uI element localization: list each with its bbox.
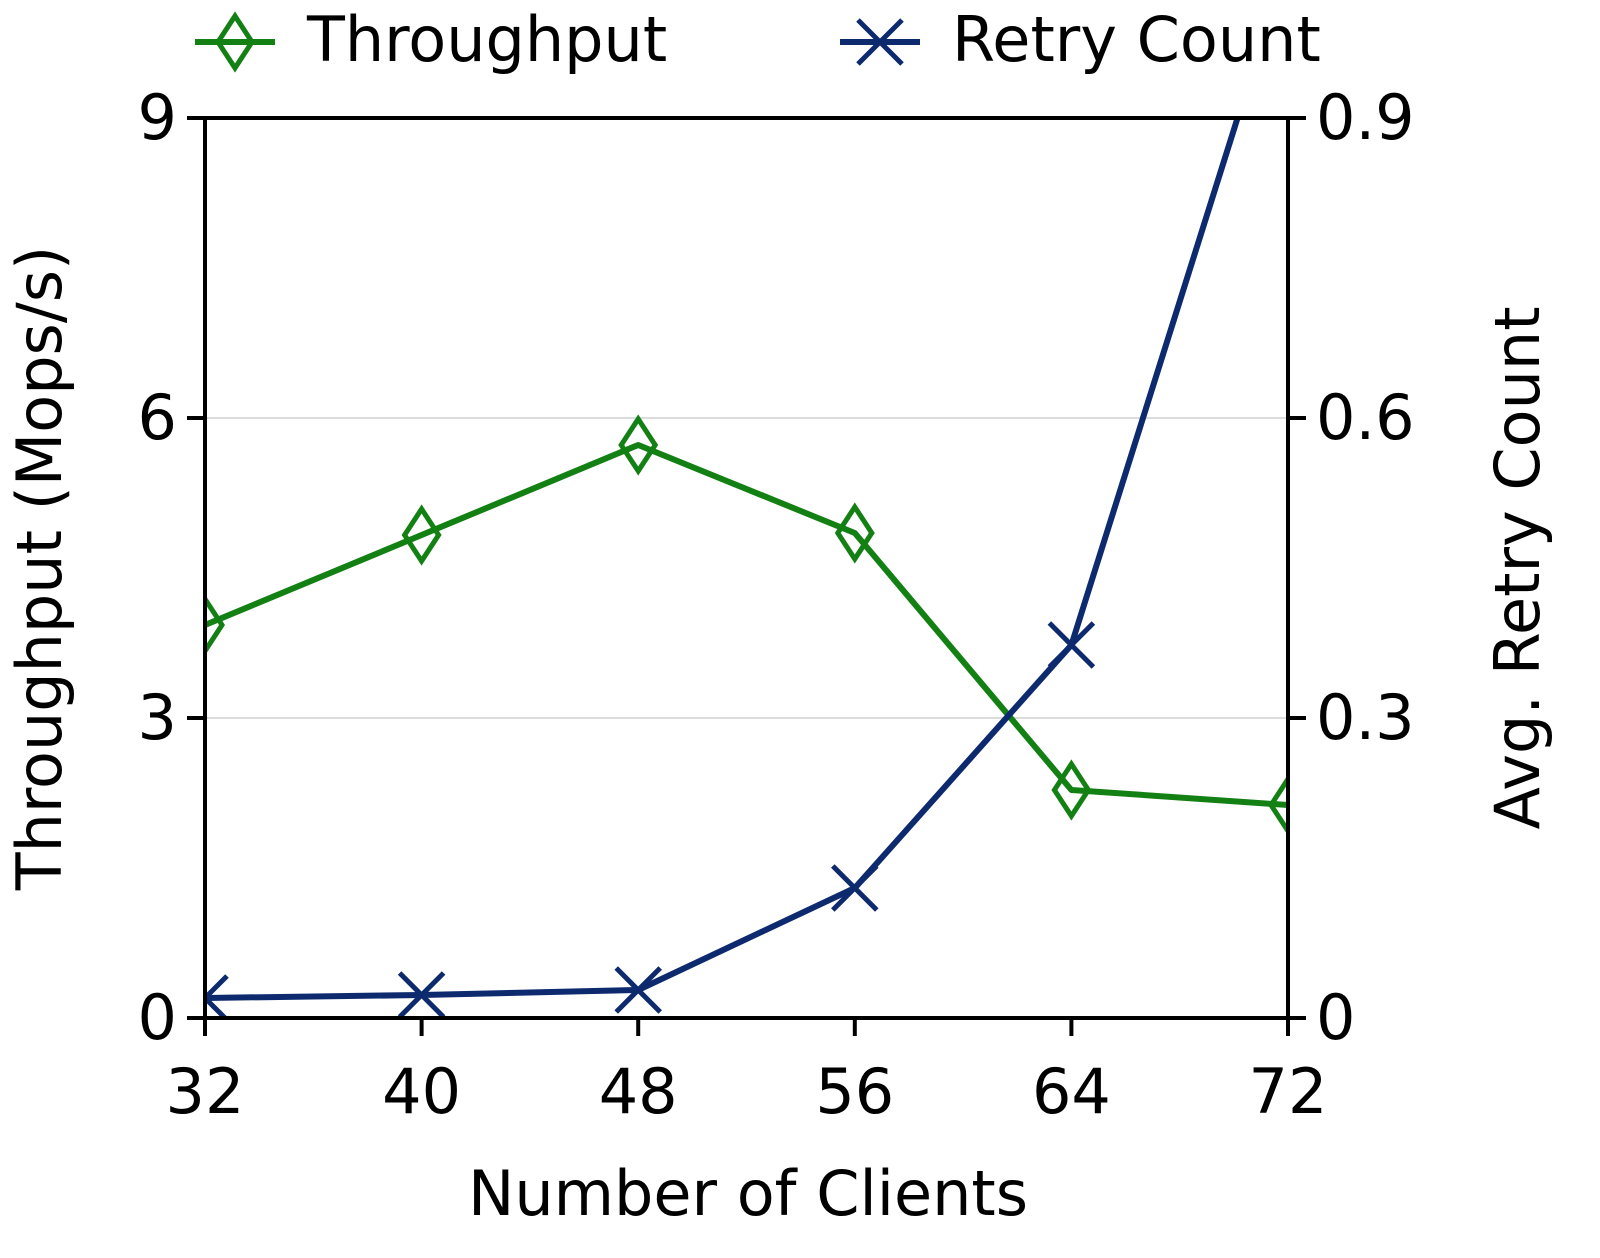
x-tick-label: 64: [1032, 1055, 1111, 1128]
marker: [618, 414, 659, 476]
marker: [831, 864, 879, 912]
marker: [401, 504, 442, 566]
marker: [205, 594, 225, 656]
y2-tick-label: 0.6: [1316, 381, 1415, 454]
plot-area: [205, 118, 1288, 1018]
marker: [1268, 774, 1288, 836]
legend-label: Retry Count: [952, 3, 1321, 76]
x-tick-label: 48: [599, 1055, 678, 1128]
series-line: [205, 118, 1241, 1001]
legend-marker: [215, 11, 255, 73]
x-tick-label: 32: [166, 1055, 245, 1128]
y-tick-label: 0: [138, 981, 177, 1054]
plot-frame: [203, 116, 1290, 1020]
series-line: [205, 442, 1288, 808]
y-tick-label: 3: [138, 681, 177, 754]
y-axis-label: Throughput (Mops/s): [3, 246, 76, 892]
y-tick-label: 6: [138, 381, 177, 454]
marker: [397, 971, 446, 1018]
x-tick-label: 56: [815, 1055, 894, 1128]
x-axis-label: Number of Clients: [468, 1157, 1028, 1230]
x-tick-label: 40: [382, 1055, 461, 1128]
x-tick-label: 72: [1249, 1055, 1328, 1128]
marker: [614, 966, 662, 1014]
legend-marker: [856, 18, 904, 66]
marker: [205, 974, 229, 1018]
marker: [1051, 759, 1092, 821]
y2-axis-label: Avg. Retry Count: [1481, 306, 1554, 829]
y2-tick-label: 0.3: [1316, 681, 1415, 754]
y2-tick-label: 0.9: [1316, 81, 1415, 154]
y-tick-label: 9: [138, 81, 177, 154]
legend-label: Throughput: [306, 3, 667, 76]
marker: [1047, 621, 1096, 669]
y2-tick-label: 0: [1316, 981, 1355, 1054]
marker: [834, 502, 875, 564]
